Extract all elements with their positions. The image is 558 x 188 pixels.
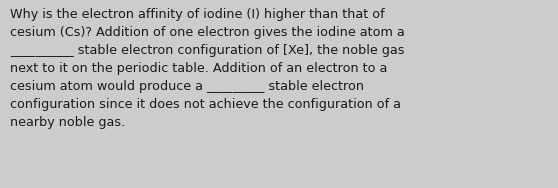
Text: Why is the electron affinity of iodine (I) higher than that of
cesium (Cs)? Addi: Why is the electron affinity of iodine (… xyxy=(10,8,405,129)
